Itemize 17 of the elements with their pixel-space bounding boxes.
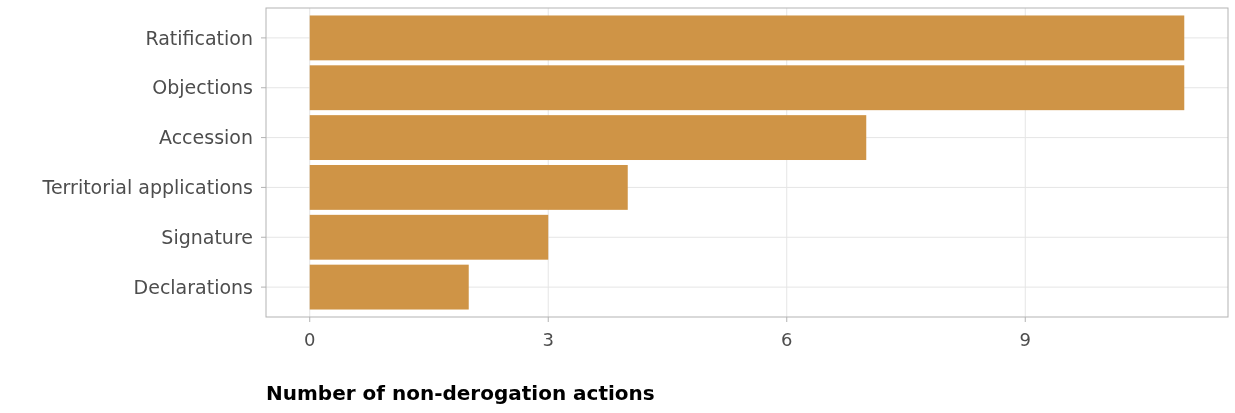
bar	[309, 264, 469, 310]
y-tick-label: Signature	[161, 225, 253, 248]
x-tick-label: 9	[1019, 329, 1031, 350]
y-tick-label: Accession	[159, 126, 253, 149]
bar	[309, 115, 867, 161]
x-tick-label: 3	[542, 329, 554, 350]
x-tick-label: 6	[781, 329, 793, 350]
y-tick-label: Objections	[152, 76, 253, 99]
y-tick-label: Ratification	[145, 26, 253, 49]
y-tick-label: Declarations	[133, 275, 253, 298]
x-tick-label: 0	[304, 329, 316, 350]
bar	[309, 15, 1185, 61]
bar	[309, 164, 628, 210]
bar	[309, 214, 549, 260]
x-axis-title: Number of non-derogation actions	[266, 381, 655, 405]
y-tick-label: Territorial applications	[41, 176, 253, 199]
bar	[309, 65, 1185, 111]
